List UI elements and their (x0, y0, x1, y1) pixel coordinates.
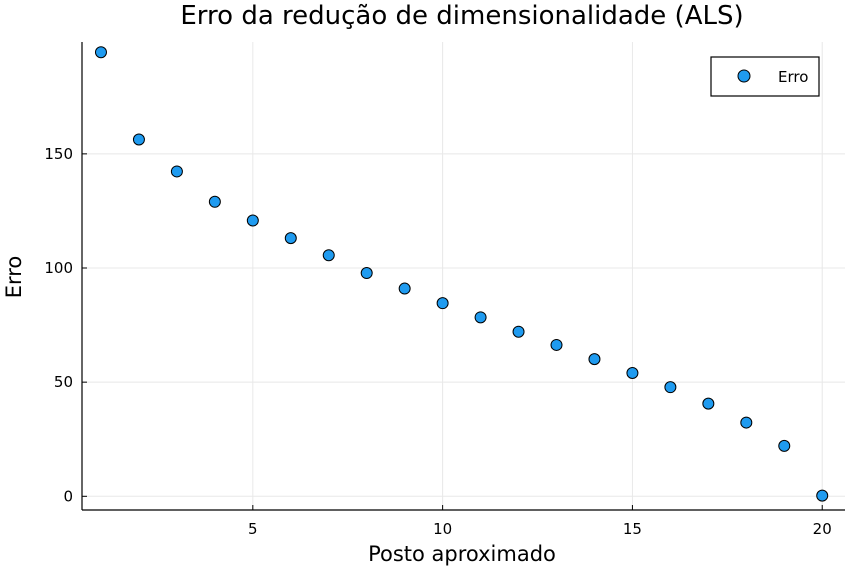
data-point (816, 489, 829, 502)
chart-title: Erro da redução de dimensionalidade (ALS… (180, 1, 743, 31)
data-point (284, 232, 297, 245)
data-point (322, 249, 335, 262)
data-point (474, 311, 487, 324)
data-point (246, 214, 259, 227)
data-point (94, 46, 107, 59)
data-point (664, 381, 677, 394)
legend-marker (737, 69, 751, 83)
data-point (778, 439, 791, 452)
y-tick-label: 0 (63, 487, 73, 505)
data-point (208, 195, 221, 208)
legend: Erro (710, 56, 820, 97)
data-point (360, 267, 373, 280)
legend-box (710, 56, 820, 97)
y-tick-label: 50 (54, 373, 73, 391)
data-point (588, 353, 601, 366)
x-tick-label: 5 (248, 520, 258, 538)
legend-label: Erro (778, 68, 808, 86)
grid-lines (82, 42, 845, 510)
y-axis-label: Erro (2, 256, 26, 299)
scatter-points (94, 46, 829, 502)
data-point (550, 338, 563, 351)
x-axis-label: Posto aproximado (368, 542, 556, 566)
y-tick-label: 100 (44, 259, 73, 277)
y-tick-label: 150 (44, 145, 73, 163)
data-point (702, 397, 715, 410)
data-point (132, 133, 145, 146)
tick-labels: 5 10 15 20 0 50 100 150 (44, 145, 831, 538)
axes (81, 42, 845, 511)
data-point (398, 282, 411, 295)
x-tick-label: 10 (433, 520, 452, 538)
data-point (626, 367, 639, 380)
data-point (512, 325, 525, 338)
data-point (740, 416, 753, 429)
x-tick-label: 20 (813, 520, 832, 538)
x-tick-label: 15 (623, 520, 642, 538)
tick-marks (82, 153, 823, 510)
data-point (170, 165, 183, 178)
data-point (436, 297, 449, 310)
